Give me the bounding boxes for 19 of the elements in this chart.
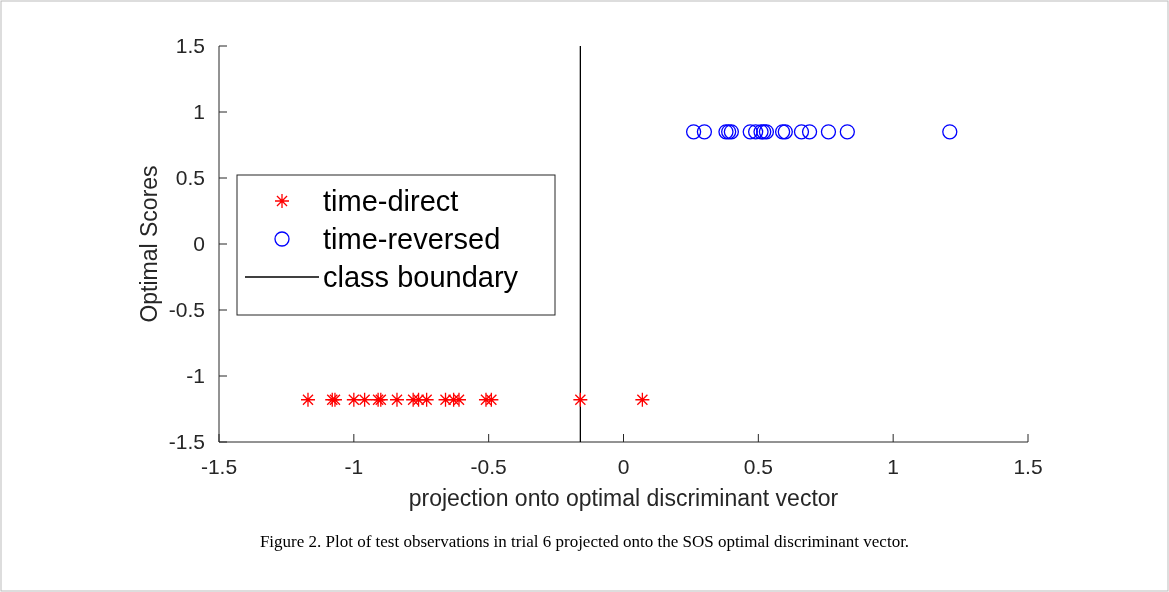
x-tick-label: 0.5: [743, 455, 773, 478]
y-tick-label: -1.5: [168, 430, 205, 453]
y-tick-label: 0: [193, 232, 205, 255]
ref-line-label: class boundary: [323, 261, 519, 293]
y-tick-label: 1.5: [175, 34, 205, 57]
x-tick-label: 1.5: [1013, 455, 1043, 478]
x-tick-label: 0: [617, 455, 630, 478]
x-tick-label: 1: [887, 455, 900, 478]
y-axis-title: Optimal Scores: [136, 165, 162, 323]
legend-label: time-reversed: [323, 223, 501, 255]
x-tick-label: -0.5: [470, 455, 507, 478]
y-tick-label: 0.5: [175, 166, 205, 189]
y-tick-label: -1: [186, 364, 205, 387]
x-tick-label: -1: [344, 455, 364, 478]
x-axis-title: projection onto optimal discriminant vector: [408, 485, 839, 511]
caption: Figure 2. Plot of test observations in trial 6 projected onto the SOS optimal discriminant vector.: [259, 532, 910, 551]
y-tick-label: 1: [193, 100, 205, 123]
legend-label: time-direct: [323, 185, 459, 217]
y-tick-label: -0.5: [168, 298, 205, 321]
